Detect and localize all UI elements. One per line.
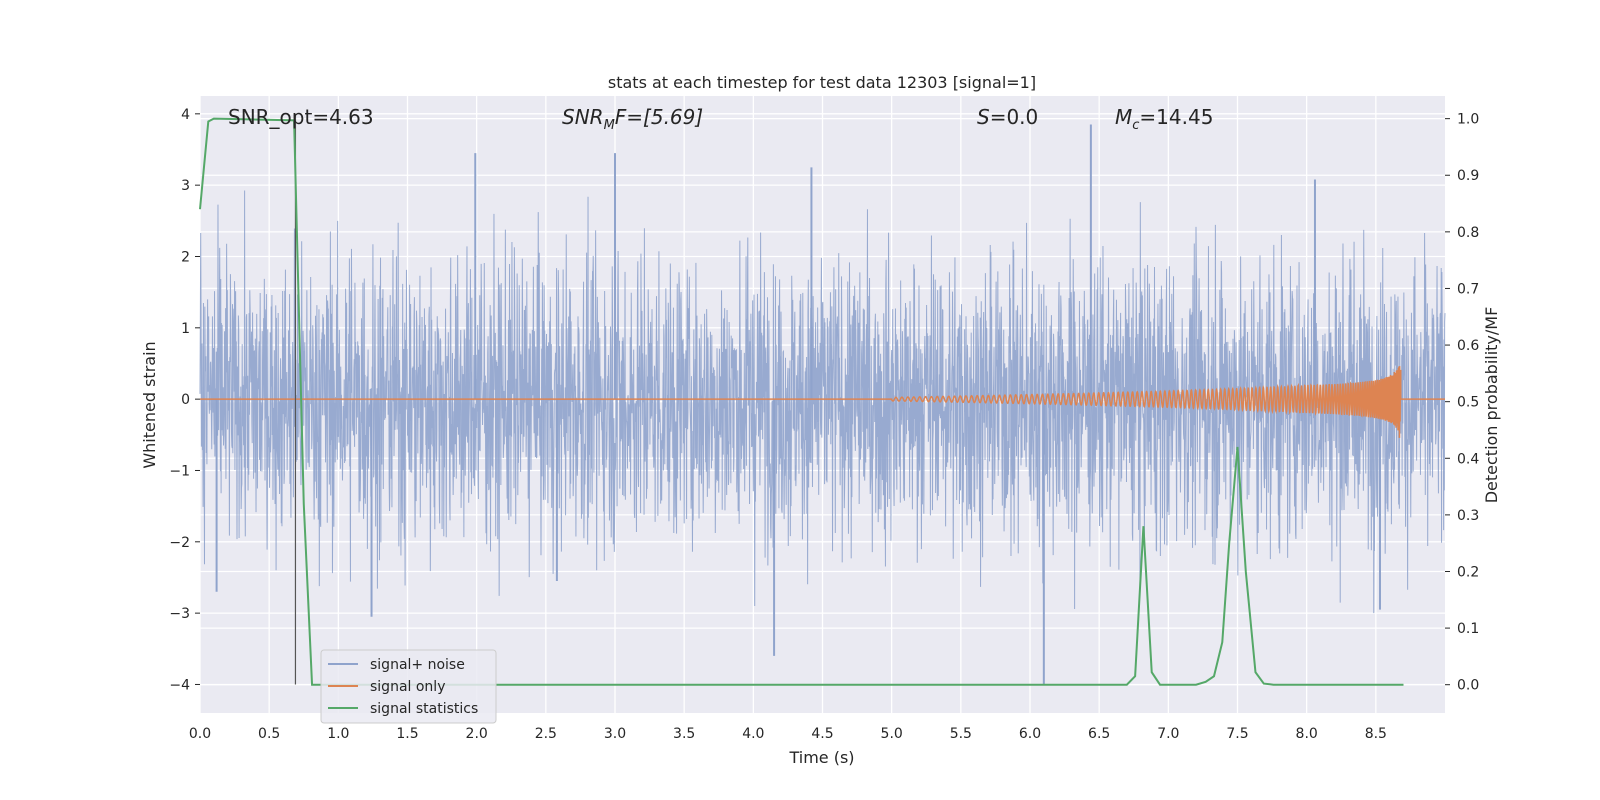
y-tick-label-7: −3 — [169, 606, 190, 622]
y2-tick-label-1: 0.9 — [1457, 168, 1479, 184]
legend-box — [320, 649, 497, 724]
y-tick-label-3: 1 — [181, 321, 190, 337]
annotation-snr-mf-rest: F=[5.69] — [615, 105, 703, 129]
x-tick-label-7: 3.5 — [673, 726, 695, 742]
x-tick-label-10: 5.0 — [881, 726, 903, 742]
y-tick-label-6: −2 — [169, 535, 190, 551]
y2-tick-label-10: 0.0 — [1457, 678, 1479, 694]
annotation-s: S=0.0 — [977, 105, 1038, 129]
x-tick-label-11: 5.5 — [950, 726, 972, 742]
y-axis-title: Whitened strain — [140, 341, 159, 468]
signal-noise-series — [199, 124, 1446, 685]
annotation-mc-sub: c — [1132, 118, 1139, 133]
x-tick-label-8: 4.0 — [742, 726, 764, 742]
y2-tick-label-2: 0.8 — [1457, 225, 1479, 241]
y2-tick-label-4: 0.6 — [1457, 338, 1479, 354]
x-tick-label-15: 7.5 — [1226, 726, 1248, 742]
y2-axis-title: Detection probability/MF — [1482, 307, 1501, 504]
annotation-snr-mf: SNRMF=[5.69] — [562, 105, 703, 133]
y-tick-label-2: 2 — [181, 249, 190, 265]
annotation-mc-main: M — [1115, 105, 1132, 129]
annotation-snr-opt: SNR_opt=4.63 — [228, 105, 374, 129]
x-tick-label-1: 0.5 — [258, 726, 280, 742]
x-tick-label-12: 6.0 — [1019, 726, 1041, 742]
chart-title: stats at each timestep for test data 123… — [608, 73, 1036, 92]
y-ticks: 4 3 2 1 0 −1 −2 −3 −4 — [169, 107, 200, 693]
y2-tick-label-9: 0.1 — [1457, 621, 1479, 637]
x-tick-label-13: 6.5 — [1088, 726, 1110, 742]
y-tick-label-8: −4 — [169, 677, 190, 693]
x-tick-label-2: 1.0 — [327, 726, 349, 742]
x-tick-label-16: 8.0 — [1296, 726, 1318, 742]
x-tick-label-9: 4.5 — [811, 726, 833, 742]
legend: signal+ noise signal only signal statist… — [320, 649, 497, 724]
y2-tick-label-5: 0.5 — [1457, 395, 1479, 411]
y-tick-label-0: 4 — [181, 107, 190, 123]
annotation-mc: Mc=14.45 — [1115, 105, 1213, 133]
legend-label-stats: signal statistics — [370, 701, 478, 717]
x-tick-label-17: 8.5 — [1365, 726, 1387, 742]
y-tick-label-5: −1 — [169, 463, 190, 479]
x-tick-label-6: 3.0 — [604, 726, 626, 742]
y2-tick-label-3: 0.7 — [1457, 281, 1479, 297]
x-tick-label-3: 1.5 — [396, 726, 418, 742]
chirp-trace — [200, 366, 1445, 438]
x-tick-label-14: 7.0 — [1157, 726, 1179, 742]
signal-statistics-series — [199, 117, 1404, 686]
signal-only-series — [200, 366, 1445, 438]
y-tick-label-1: 3 — [181, 178, 190, 194]
legend-label-signal: signal only — [370, 679, 445, 695]
annotation-snr-mf-sub: M — [604, 118, 615, 133]
y2-tick-label-0: 1.0 — [1457, 112, 1479, 128]
x-tick-label-0: 0.0 — [189, 726, 211, 742]
x-tick-label-5: 2.5 — [535, 726, 557, 742]
annotation-s-rest: =0.0 — [990, 105, 1039, 129]
y2-tick-label-6: 0.4 — [1457, 451, 1479, 467]
y2-tick-label-7: 0.3 — [1457, 508, 1479, 524]
x-axis-title: Time (s) — [788, 748, 854, 767]
annotation-mc-rest: =14.45 — [1139, 105, 1213, 129]
legend-label-noise: signal+ noise — [370, 657, 465, 673]
x-tick-label-4: 2.0 — [466, 726, 488, 742]
y-tick-label-4: 0 — [181, 392, 190, 408]
annotation-snr-mf-main: SNR — [562, 105, 604, 129]
y2-tick-label-8: 0.2 — [1457, 564, 1479, 580]
annotation-s-main: S — [977, 105, 990, 129]
noise-trace — [199, 190, 1446, 614]
x-ticks: 0.0 0.5 1.0 1.5 2.0 2.5 3.0 3.5 4.0 4.5 5.0 5.5 6.0 6… — [189, 726, 1387, 742]
y2-ticks: 1.0 0.9 0.8 0.7 0.6 0.5 0.4 0.3 0.2 0.1 0.0 — [1445, 112, 1479, 694]
